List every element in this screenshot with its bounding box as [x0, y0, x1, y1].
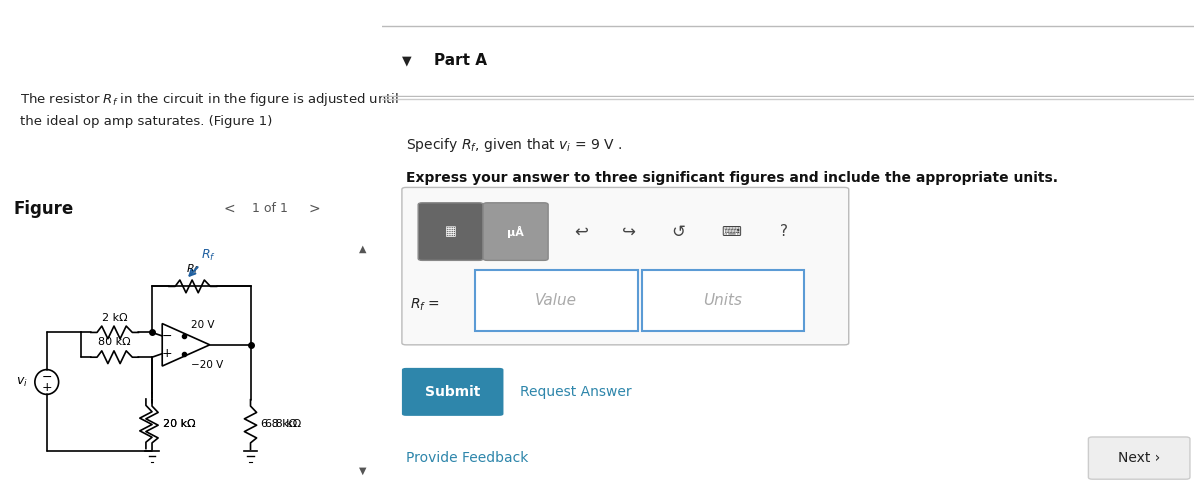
Text: Specify $R_f$, given that $v_i$ = 9 V .: Specify $R_f$, given that $v_i$ = 9 V . — [406, 136, 623, 154]
Text: Express your answer to three significant figures and include the appropriate uni: Express your answer to three significant… — [406, 171, 1058, 185]
Text: $R_f$: $R_f$ — [202, 248, 216, 263]
Text: 6.8 kΩ: 6.8 kΩ — [265, 419, 301, 430]
Text: Provide Feedback: Provide Feedback — [406, 451, 528, 465]
Text: Next ›: Next › — [1118, 451, 1160, 465]
Text: ▲: ▲ — [359, 243, 366, 253]
FancyBboxPatch shape — [475, 270, 637, 331]
Text: Units: Units — [703, 293, 743, 308]
Text: μÅ: μÅ — [508, 226, 524, 238]
Text: $R_f$ =: $R_f$ = — [410, 296, 440, 312]
Text: $v_i$: $v_i$ — [17, 376, 28, 388]
Text: −: − — [42, 371, 52, 384]
Text: $R_f$: $R_f$ — [186, 262, 199, 277]
Text: 2 kΩ: 2 kΩ — [102, 312, 127, 323]
Text: Request Answer: Request Answer — [520, 385, 631, 399]
Text: 20 kΩ: 20 kΩ — [163, 419, 196, 430]
Text: ⌨: ⌨ — [721, 225, 740, 239]
Text: ↪: ↪ — [623, 223, 636, 241]
Text: 80 kΩ: 80 kΩ — [98, 337, 131, 347]
Text: ?: ? — [780, 224, 787, 239]
FancyBboxPatch shape — [402, 368, 504, 416]
FancyBboxPatch shape — [402, 188, 848, 345]
FancyBboxPatch shape — [1088, 437, 1190, 479]
Text: 6.8 kΩ: 6.8 kΩ — [262, 419, 298, 430]
Text: Submit: Submit — [425, 385, 480, 399]
Text: +: + — [42, 381, 52, 394]
Text: ↺: ↺ — [671, 223, 685, 241]
Text: ▼: ▼ — [359, 466, 366, 476]
Text: Part A: Part A — [434, 53, 487, 68]
Text: ▦: ▦ — [445, 225, 456, 238]
Text: 1 of 1: 1 of 1 — [252, 203, 288, 215]
FancyBboxPatch shape — [642, 270, 804, 331]
Text: +: + — [162, 347, 173, 360]
Text: −20 V: −20 V — [191, 360, 223, 370]
Text: <: < — [224, 202, 235, 216]
Text: >: > — [308, 202, 320, 216]
FancyBboxPatch shape — [418, 203, 484, 260]
Text: 20 V: 20 V — [191, 320, 215, 330]
Text: ↩: ↩ — [574, 223, 588, 241]
Text: Value: Value — [535, 293, 577, 308]
Text: ▼: ▼ — [402, 54, 412, 67]
Text: Figure: Figure — [13, 200, 73, 218]
Text: 20 kΩ: 20 kΩ — [163, 419, 196, 430]
Text: −: − — [162, 330, 173, 343]
FancyBboxPatch shape — [484, 203, 548, 260]
Text: The resistor $R_f$ in the circuit in the figure is adjusted until
the ideal op a: The resistor $R_f$ in the circuit in the… — [20, 91, 400, 128]
